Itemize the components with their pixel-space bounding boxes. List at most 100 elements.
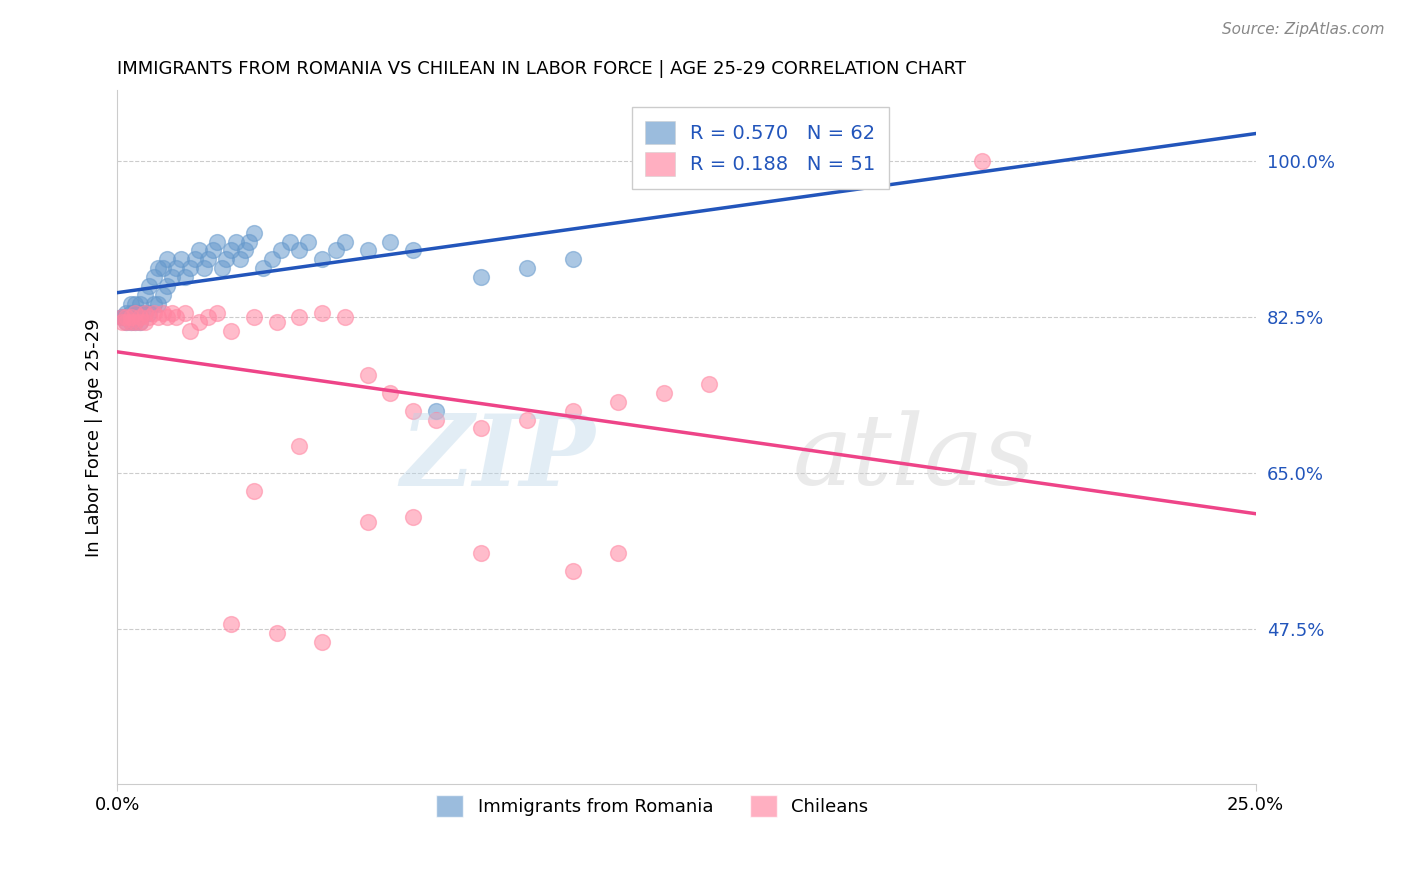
Point [120,315,142,329]
Point [201,244,224,258]
Legend: Immigrants from Romania, Chileans: Immigrants from Romania, Chileans [429,788,876,824]
Point [129,306,152,320]
Point [174,270,197,285]
Point [972,154,994,169]
Point [146,310,169,325]
Point [211,261,233,276]
Point [219,244,242,258]
Point [288,244,311,258]
Point [697,376,720,391]
Point [607,546,630,560]
Point [152,261,174,276]
Point [179,261,201,276]
Point [115,315,138,329]
Point [425,403,447,417]
Point [288,439,311,453]
Point [179,324,201,338]
Point [380,385,402,400]
Point [260,252,283,267]
Point [266,315,288,329]
Point [134,306,156,320]
Point [225,235,247,249]
Point [356,515,378,529]
Point [311,306,333,320]
Point [288,310,311,325]
Point [124,315,146,329]
Point [470,270,492,285]
Point [516,261,538,276]
Point [252,261,274,276]
Point [561,252,583,267]
Point [470,546,492,560]
Point [129,310,152,325]
Point [174,306,197,320]
Point [134,288,156,302]
Point [425,412,447,426]
Point [356,368,378,382]
Point [111,310,134,325]
Point [215,252,238,267]
Point [156,252,179,267]
Text: atlas: atlas [793,410,1035,506]
Point [152,306,174,320]
Point [243,226,266,240]
Point [243,483,266,498]
Point [138,279,160,293]
Point [207,306,229,320]
Point [311,252,333,267]
Point [188,244,211,258]
Point [333,310,356,325]
Point [120,306,142,320]
Point [193,261,215,276]
Point [402,510,425,524]
Point [111,310,134,325]
Point [170,252,193,267]
Point [142,306,165,320]
Point [219,617,242,632]
Text: ZIP: ZIP [401,410,595,507]
Point [243,310,266,325]
Point [129,315,152,329]
Point [516,412,538,426]
Point [270,244,292,258]
Point [142,270,165,285]
Point [152,288,174,302]
Point [165,261,187,276]
Point [124,315,146,329]
Point [229,252,252,267]
Point [238,235,260,249]
Point [561,403,583,417]
Point [129,315,152,329]
Point [266,626,288,640]
Point [115,315,138,329]
Point [380,235,402,249]
Point [207,235,229,249]
Point [183,252,205,267]
Y-axis label: In Labor Force | Age 25-29: In Labor Force | Age 25-29 [86,318,103,557]
Point [233,244,256,258]
Point [402,403,425,417]
Point [156,279,179,293]
Point [138,310,160,325]
Point [278,235,301,249]
Point [124,306,146,320]
Point [160,270,183,285]
Point [115,310,138,325]
Point [146,261,169,276]
Point [120,315,142,329]
Point [356,244,378,258]
Point [129,297,152,311]
Point [142,297,165,311]
Point [160,306,183,320]
Point [297,235,319,249]
Point [333,235,356,249]
Point [156,310,179,325]
Point [607,394,630,409]
Point [111,315,134,329]
Point [115,306,138,320]
Point [197,310,219,325]
Point [825,154,848,169]
Point [138,306,160,320]
Point [120,310,142,325]
Point [165,310,187,325]
